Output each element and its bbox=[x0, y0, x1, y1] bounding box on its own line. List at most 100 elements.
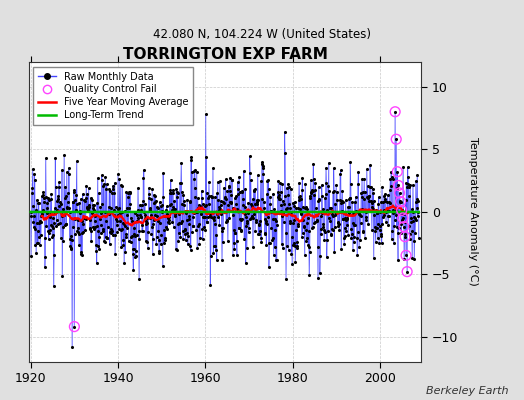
Point bbox=[347, 235, 355, 242]
Point bbox=[357, 213, 365, 219]
Point bbox=[121, 223, 129, 229]
Point bbox=[149, 200, 158, 206]
Point bbox=[382, 218, 390, 225]
Point bbox=[136, 212, 145, 218]
Point bbox=[361, 235, 369, 241]
Point bbox=[220, 200, 228, 206]
Point bbox=[200, 203, 209, 209]
Point bbox=[335, 227, 344, 234]
Point bbox=[90, 206, 98, 213]
Point bbox=[250, 187, 258, 193]
Point bbox=[343, 216, 351, 223]
Point bbox=[367, 204, 376, 210]
Point bbox=[222, 196, 231, 202]
Point bbox=[97, 230, 105, 236]
Point bbox=[202, 153, 211, 160]
Point bbox=[374, 220, 382, 227]
Point bbox=[99, 183, 107, 190]
Y-axis label: Temperature Anomaly (°C): Temperature Anomaly (°C) bbox=[467, 137, 477, 286]
Point bbox=[122, 234, 130, 241]
Point bbox=[111, 180, 119, 186]
Point bbox=[363, 182, 372, 189]
Point bbox=[142, 218, 150, 224]
Point bbox=[59, 224, 67, 230]
Point bbox=[252, 186, 260, 192]
Point bbox=[196, 204, 205, 210]
Point bbox=[95, 246, 104, 252]
Point bbox=[211, 242, 220, 249]
Point bbox=[315, 270, 324, 276]
Point bbox=[238, 188, 247, 195]
Point bbox=[29, 213, 38, 219]
Point bbox=[314, 198, 323, 204]
Point bbox=[258, 163, 267, 170]
Point bbox=[168, 207, 176, 213]
Point bbox=[410, 256, 419, 262]
Point bbox=[129, 231, 138, 237]
Point bbox=[119, 242, 128, 248]
Point bbox=[127, 234, 135, 240]
Point bbox=[338, 197, 346, 204]
Point bbox=[181, 226, 190, 233]
Point bbox=[248, 212, 256, 219]
Point bbox=[87, 238, 95, 244]
Point bbox=[226, 200, 235, 206]
Point bbox=[413, 171, 421, 178]
Point bbox=[110, 190, 118, 197]
Point bbox=[308, 187, 316, 193]
Point bbox=[189, 223, 197, 230]
Point bbox=[150, 216, 159, 223]
Point bbox=[235, 225, 243, 231]
Point bbox=[283, 192, 292, 198]
Point bbox=[112, 216, 120, 223]
Point bbox=[243, 245, 251, 251]
Point bbox=[369, 206, 377, 212]
Point bbox=[218, 224, 226, 231]
Point bbox=[42, 223, 51, 230]
Point bbox=[279, 197, 287, 204]
Point bbox=[159, 263, 167, 269]
Point bbox=[51, 210, 59, 216]
Point bbox=[277, 202, 285, 208]
Point bbox=[66, 243, 74, 249]
Point bbox=[196, 209, 205, 215]
Point bbox=[174, 238, 182, 244]
Point bbox=[370, 212, 379, 218]
Point bbox=[106, 229, 114, 235]
Point bbox=[170, 198, 179, 204]
Point bbox=[130, 210, 139, 217]
Point bbox=[109, 183, 117, 190]
Point bbox=[79, 221, 88, 228]
Point bbox=[223, 188, 231, 194]
Point bbox=[272, 257, 281, 264]
Point bbox=[367, 198, 375, 205]
Point bbox=[400, 224, 408, 230]
Point bbox=[364, 221, 373, 228]
Point bbox=[112, 222, 121, 228]
Point bbox=[102, 186, 111, 193]
Point bbox=[398, 217, 406, 223]
Point bbox=[373, 210, 381, 216]
Point bbox=[286, 218, 294, 224]
Point bbox=[402, 252, 410, 259]
Point bbox=[63, 204, 71, 210]
Point bbox=[393, 168, 401, 175]
Point bbox=[117, 243, 125, 250]
Point bbox=[405, 223, 413, 230]
Point bbox=[184, 216, 193, 222]
Point bbox=[269, 191, 277, 197]
Point bbox=[185, 220, 193, 227]
Point bbox=[91, 224, 100, 230]
Point bbox=[177, 160, 185, 166]
Point bbox=[250, 201, 259, 207]
Point bbox=[236, 215, 244, 222]
Point bbox=[295, 180, 303, 186]
Point bbox=[137, 207, 145, 214]
Point bbox=[319, 224, 328, 231]
Point bbox=[123, 212, 132, 218]
Point bbox=[58, 167, 66, 173]
Point bbox=[320, 229, 329, 236]
Point bbox=[373, 210, 381, 216]
Point bbox=[390, 208, 399, 215]
Point bbox=[331, 212, 340, 218]
